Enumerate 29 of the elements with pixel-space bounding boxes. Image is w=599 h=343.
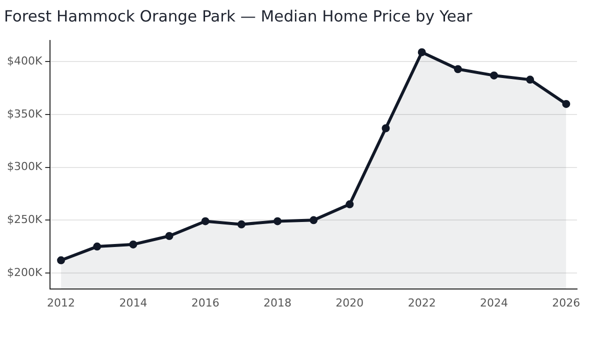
point	[526, 76, 534, 84]
point	[129, 240, 138, 248]
point	[201, 217, 210, 226]
point	[418, 48, 426, 56]
point	[454, 65, 462, 74]
y-tick-label: $350K	[6, 107, 43, 120]
y-tick-label: $300K	[6, 160, 43, 174]
x-tick-label: 2024	[480, 296, 508, 310]
point	[237, 220, 246, 228]
x-tick-label: 2026	[552, 296, 580, 310]
x-tick-label: 2012	[47, 296, 76, 310]
point	[310, 216, 318, 224]
chart-title: Forest Hammock Orange Park — Median Home Price by Year	[4, 7, 473, 26]
point	[562, 100, 570, 108]
point	[490, 71, 498, 80]
x-tick-label: 2022	[408, 296, 436, 310]
x-tick-label: 2018	[264, 296, 292, 310]
y-tick-label: $250K	[6, 213, 43, 226]
x-tick-label: 2014	[119, 296, 148, 310]
point	[165, 232, 174, 240]
point	[274, 217, 282, 226]
point	[382, 124, 390, 132]
y-tick-label: $400K	[6, 54, 43, 68]
y-tick-label: $200K	[6, 266, 43, 279]
x-tick-label: 2016	[191, 296, 220, 310]
point	[346, 200, 354, 208]
point	[93, 242, 102, 251]
point	[57, 256, 66, 264]
x-tick-label: 2020	[336, 296, 364, 310]
